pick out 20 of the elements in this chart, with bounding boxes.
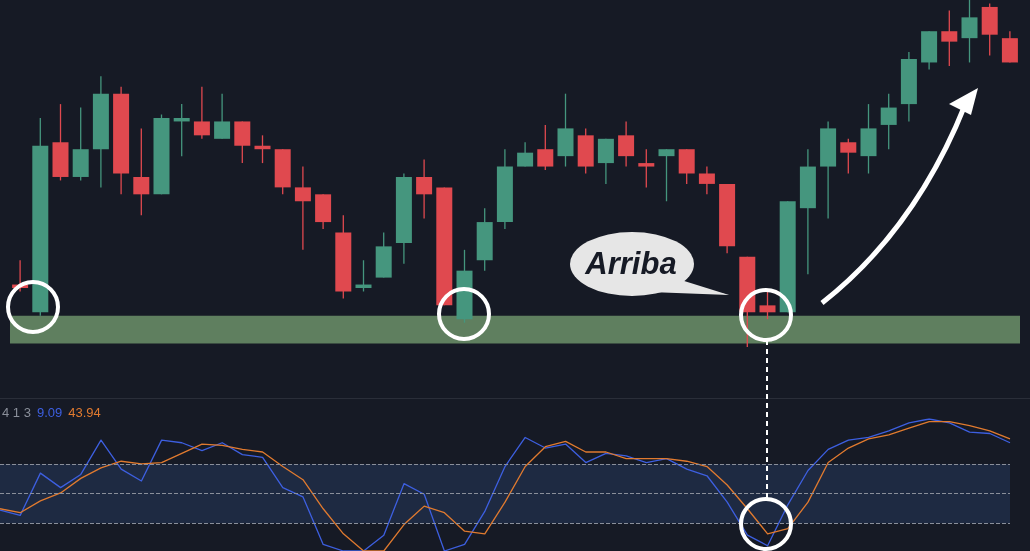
candlestick (133, 127, 150, 216)
legend-title: 4 1 3 (2, 405, 31, 420)
candlestick (618, 120, 635, 168)
candlestick (638, 148, 655, 189)
candlestick (214, 93, 231, 140)
candlestick (658, 148, 675, 202)
candlestick (961, 0, 978, 64)
candlestick (294, 165, 311, 251)
candlestick (880, 93, 897, 150)
text: 9.09 (36, 405, 63, 420)
candlestick (517, 141, 534, 168)
candlestick (537, 124, 554, 171)
candlestick (840, 138, 857, 175)
candlestick (698, 165, 715, 195)
text: 43.94 (68, 405, 101, 420)
candlestick (941, 9, 958, 67)
candlestick (759, 290, 776, 320)
annotation: Arriba (584, 246, 678, 282)
candlestick (193, 86, 210, 140)
candlestick (416, 158, 433, 220)
